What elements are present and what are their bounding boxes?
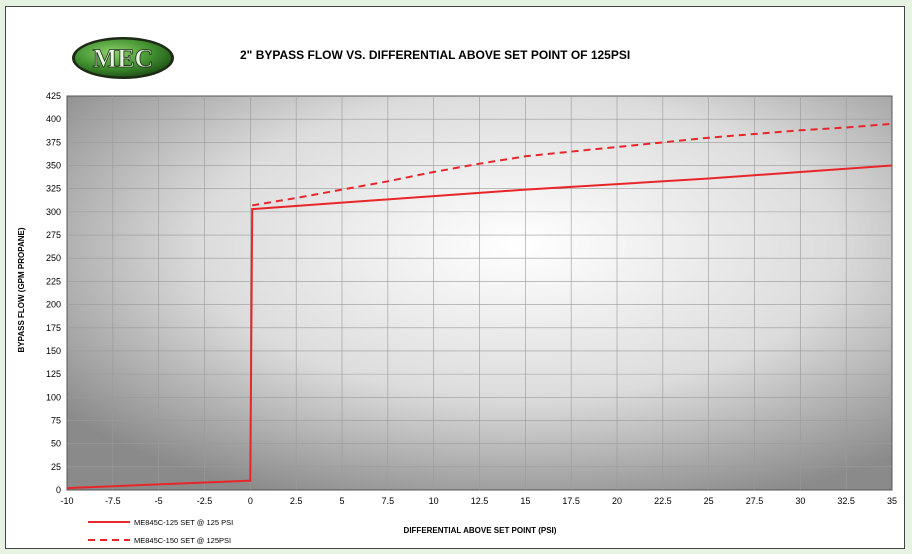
y-tick-label: 350 [46, 161, 61, 171]
y-tick-label: 225 [46, 276, 61, 286]
x-tick-label: 7.5 [382, 496, 395, 506]
x-tick-label: 25 [704, 496, 714, 506]
series-line-1 [66, 164, 893, 490]
y-tick-label: 150 [46, 346, 61, 356]
x-tick-label: 17.5 [562, 496, 580, 506]
y-tick-label: 175 [46, 323, 61, 333]
y-tick-labels: 0 25 50 75 100 125 150 175 200 225 250 275 300 325 350… [46, 91, 61, 495]
y-tick-label: 75 [51, 415, 61, 425]
x-tick-label: 15 [520, 496, 530, 506]
chart-title: 2" BYPASS FLOW VS. DIFFERENTIAL ABOVE SE… [240, 48, 631, 62]
y-tick-label: 425 [46, 91, 61, 101]
y-tick-label: 100 [46, 392, 61, 402]
x-tick-label: 0 [248, 496, 253, 506]
y-tick-label: 325 [46, 184, 61, 194]
y-tick-label: 0 [56, 485, 61, 495]
y-axis-label: BYPASS FLOW (GPM PROPANE) [17, 227, 26, 352]
y-tick-label: 50 [51, 439, 61, 449]
x-tick-label: 20 [612, 496, 622, 506]
x-tick-label: 12.5 [471, 496, 489, 506]
x-tick-label: -7.5 [105, 496, 121, 506]
series-lines [66, 122, 893, 490]
x-tick-label: -2.5 [197, 496, 213, 506]
mec-logo: MEC [72, 37, 174, 79]
y-tick-label: 125 [46, 369, 61, 379]
y-tick-label: 25 [51, 462, 61, 472]
x-tick-label: 2.5 [290, 496, 303, 506]
x-tick-label: 35 [887, 496, 897, 506]
x-tick-label: 27.5 [746, 496, 764, 506]
x-tick-label: 5 [339, 496, 344, 506]
grid-lines [67, 96, 892, 490]
y-tick-label: 200 [46, 300, 61, 310]
y-tick-label: 250 [46, 253, 61, 263]
y-tick-label: 400 [46, 114, 61, 124]
x-tick-label: 10 [429, 496, 439, 506]
legend-label-2: ME845C-150 SET @ 125PSI [134, 536, 231, 545]
x-tick-label: -10 [60, 496, 73, 506]
legend-label-1: ME845C-125 SET @ 125 PSI [134, 518, 233, 527]
x-axis-label: DIFFERENTIAL ABOVE SET POINT (PSI) [404, 526, 557, 535]
y-tick-label: 275 [46, 230, 61, 240]
x-tick-label: 32.5 [837, 496, 855, 506]
x-tick-label: -5 [155, 496, 163, 506]
x-tick-labels: -10 -7.5 -5 -2.5 0 2.5 5 7.5 10 12.5 15 17.5 20 22.5 2… [60, 496, 897, 506]
legend: ME845C-125 SET @ 125 PSI ME845C-150 SET @… [88, 518, 233, 545]
x-tick-label: 22.5 [654, 496, 672, 506]
y-tick-label: 375 [46, 137, 61, 147]
logo-text: MEC [93, 44, 154, 73]
x-tick-label: 30 [795, 496, 805, 506]
y-tick-label: 300 [46, 207, 61, 217]
